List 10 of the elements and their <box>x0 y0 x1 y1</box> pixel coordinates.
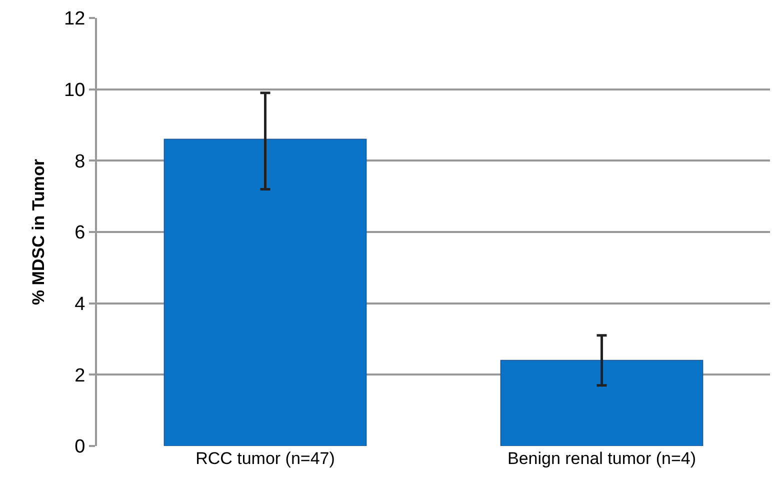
x-tick-label: Benign renal tumor (n=4) <box>507 449 696 468</box>
y-tick-label: 12 <box>64 8 86 30</box>
y-tick-label: 0 <box>74 436 86 458</box>
y-tick-label: 6 <box>74 222 86 244</box>
y-tick-label: 8 <box>74 151 86 172</box>
y-tick-label: 4 <box>74 294 86 315</box>
x-tick-label: RCC tumor (n=47) <box>196 449 335 468</box>
y-tick-label: 10 <box>64 80 86 101</box>
y-tick-label: 2 <box>74 365 86 386</box>
y-axis-title: % MDSC in Tumor <box>29 158 48 306</box>
